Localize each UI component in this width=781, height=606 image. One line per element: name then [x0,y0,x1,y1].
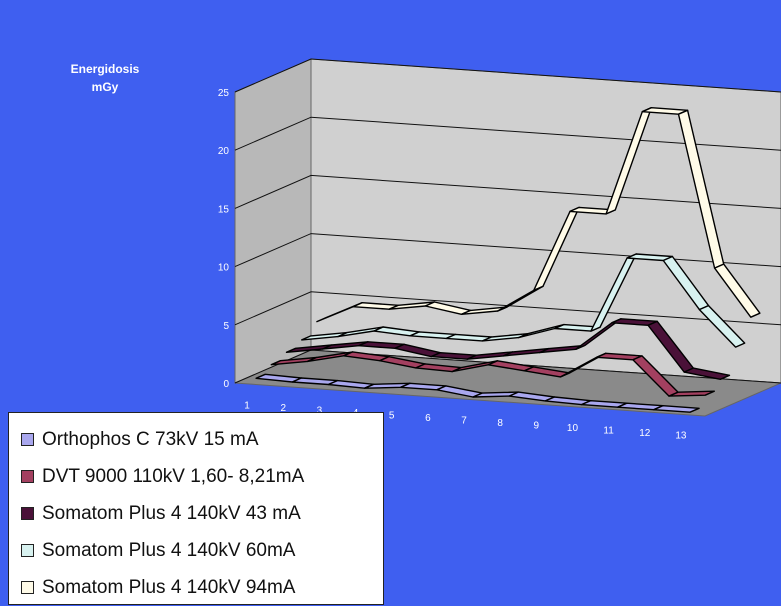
side-wall [234,58,312,384]
y-axis-title-line-2: mGy [91,80,119,94]
x-tick-label: 5 [389,410,395,421]
y-axis-title: Energidosis mGy [60,60,150,96]
x-tick-label: 8 [497,418,503,429]
series-point-segment [653,405,700,413]
legend: Orthophos C 73kV 15 mA DVT 9000 110kV 1,… [8,412,384,605]
legend-item-somatom-43: Somatom Plus 4 140kV 43 mA [9,495,383,532]
y-axis-title-line-1: Energidosis [70,62,140,76]
series-ribbon-5 [316,106,761,323]
y-axis-ticks: 0 5 10 15 20 25 [218,88,230,390]
y-tick-label: 25 [218,88,230,99]
legend-label-somatom-60: Somatom Plus 4 140kV 60mA [42,539,296,561]
series-ribbon-3 [285,318,731,380]
y-tick-label: 20 [218,146,230,157]
series-point-segment [683,367,731,380]
series-point-segment [668,390,715,397]
x-tick-label: 7 [461,416,467,427]
x-axis-ticks: 12345678910111213 [244,400,687,441]
legend-swatch-somatom-60 [21,544,34,557]
legend-item-somatom-94: Somatom Plus 4 140kV 94mA [9,569,383,606]
y-tick-label: 15 [218,204,230,215]
legend-swatch-dvt9000 [21,470,34,483]
legend-item-somatom-60: Somatom Plus 4 140kV 60mA [9,532,383,569]
legend-swatch-somatom-43 [21,507,34,520]
gridline [234,291,781,326]
x-tick-label: 13 [675,431,687,442]
series-point-segment [698,304,746,348]
series-layer [255,106,761,413]
x-tick-label: 12 [639,428,651,439]
y-tick-label: 0 [223,379,229,390]
y-tick-label: 5 [223,321,229,332]
y-tick-label: 10 [218,263,230,274]
x-tick-label: 1 [244,400,250,411]
series-point-segment [713,263,761,318]
series-ribbon-2 [270,351,715,397]
legend-swatch-somatom-94 [21,581,34,594]
gridline [234,58,781,93]
gridline [234,116,781,151]
gridline [234,174,781,209]
legend-label-orthophos: Orthophos C 73kV 15 mA [42,428,259,450]
x-tick-label: 11 [603,426,614,437]
x-tick-label: 6 [425,413,431,424]
legend-swatch-orthophos [21,433,34,446]
legend-label-somatom-43: Somatom Plus 4 140kV 43 mA [42,502,301,524]
gridline [234,233,781,268]
x-tick-label: 10 [567,423,579,434]
x-tick-label: 2 [280,403,286,414]
series-ribbon-1 [255,373,700,413]
legend-label-somatom-94: Somatom Plus 4 140kV 94mA [42,576,296,598]
legend-label-dvt9000: DVT 9000 110kV 1,60- 8,21mA [42,465,305,487]
legend-item-orthophos: Orthophos C 73kV 15 mA [9,421,383,458]
x-tick-label: 9 [534,421,540,432]
gridlines [234,58,781,384]
legend-item-dvt9000: DVT 9000 110kV 1,60- 8,21mA [9,458,383,495]
series-ribbon-4 [301,253,746,348]
x-tick-label: 3 [317,405,323,416]
